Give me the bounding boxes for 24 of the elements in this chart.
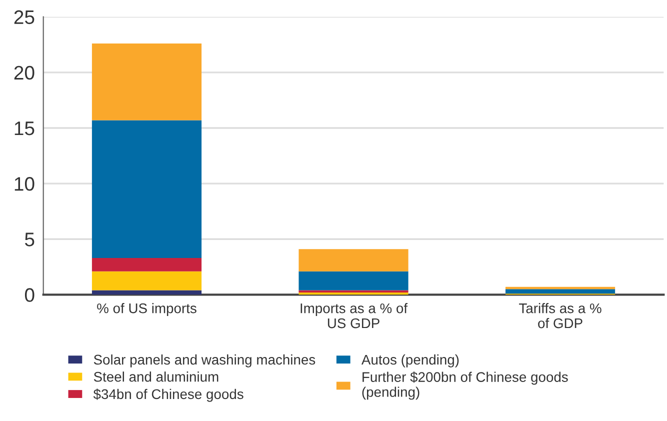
bar bbox=[92, 258, 202, 272]
bar bbox=[92, 271, 202, 290]
legend-label: $34bn of Chinese goods bbox=[93, 388, 244, 402]
bar bbox=[298, 292, 408, 295]
x-tick-label: % of US imports bbox=[97, 303, 196, 316]
bar bbox=[505, 286, 616, 290]
y-tick-label: 0 bbox=[24, 288, 34, 302]
bar bbox=[298, 271, 408, 290]
y-tick-label: 5 bbox=[24, 232, 34, 246]
y-tick-label: 15 bbox=[14, 122, 34, 136]
legend-label: Steel and aluminium bbox=[94, 372, 218, 382]
bar bbox=[298, 249, 408, 272]
legend-label: Solar panels and washing machines bbox=[94, 354, 316, 368]
legend-label: Autos (pending) bbox=[361, 354, 459, 368]
bar bbox=[505, 289, 616, 294]
y-tick-label: 20 bbox=[14, 66, 34, 80]
bar bbox=[92, 290, 202, 295]
legend-label: Further $200bn of Chinese goods (pending) bbox=[362, 372, 568, 400]
x-tick-label: Tariffs as a % of GDP bbox=[519, 303, 602, 328]
bar bbox=[92, 120, 202, 258]
x-tick-label: Imports as a % of US GDP bbox=[300, 303, 408, 328]
bar bbox=[92, 44, 202, 120]
y-tick-label: 25 bbox=[14, 10, 34, 24]
y-tick-label: 10 bbox=[14, 177, 34, 191]
